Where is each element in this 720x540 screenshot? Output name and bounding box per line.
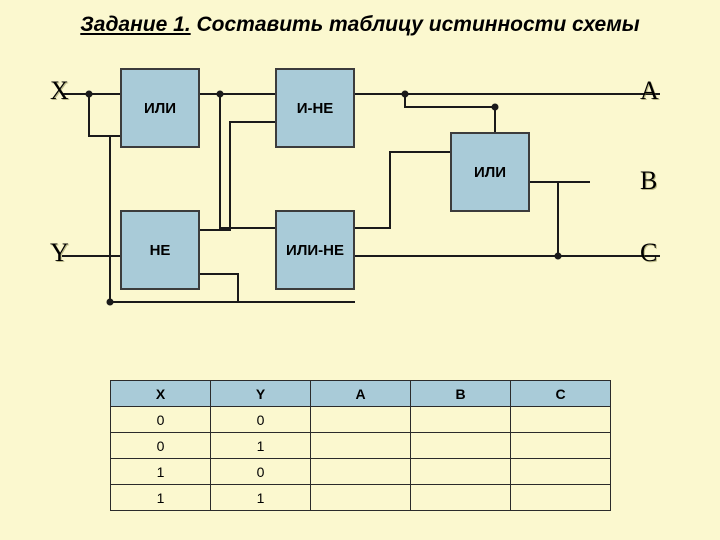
io-label-B: B (640, 166, 657, 196)
table-cell (311, 485, 411, 511)
table-cell: 1 (111, 459, 211, 485)
title-prefix: Задание 1. (80, 13, 190, 36)
title-rest: Составить таблицу истинности схемы (191, 13, 640, 36)
gate-or2: ИЛИ (450, 132, 530, 212)
junction-dot (217, 91, 224, 98)
page-title: Задание 1. Составить таблицу истинности … (0, 0, 720, 38)
table-cell: 0 (111, 433, 211, 459)
table-row: 11 (111, 485, 611, 511)
table-cell (311, 459, 411, 485)
table-cell (311, 407, 411, 433)
io-label-C: C (640, 238, 657, 268)
wire (89, 94, 120, 136)
table-cell (411, 433, 511, 459)
wire (355, 152, 450, 228)
wire (220, 94, 275, 228)
gate-nand1: И-НЕ (275, 68, 355, 148)
truth-table: XYABC 00011011 (110, 380, 611, 511)
table-cell: 0 (111, 407, 211, 433)
col-Y: Y (211, 381, 311, 407)
junction-dot (492, 104, 499, 111)
col-A: A (311, 381, 411, 407)
table-row: 10 (111, 459, 611, 485)
logic-diagram: ИЛИ НЕ И-НЕ ИЛИ-НЕ ИЛИ X Y A B C (50, 62, 670, 332)
junction-dot (555, 253, 562, 260)
gate-or1: ИЛИ (120, 68, 200, 148)
table-cell (411, 459, 511, 485)
wire (405, 94, 495, 132)
junction-dot (402, 91, 409, 98)
table-row: 01 (111, 433, 611, 459)
table-cell (311, 433, 411, 459)
table-row: 00 (111, 407, 611, 433)
io-label-X: X (50, 76, 69, 106)
table-header-row: XYABC (111, 381, 611, 407)
gate-not1: НЕ (120, 210, 200, 290)
col-C: C (511, 381, 611, 407)
gate-nor1: ИЛИ-НЕ (275, 210, 355, 290)
junction-dot (107, 299, 114, 306)
table-cell (411, 485, 511, 511)
wire (200, 122, 275, 230)
io-label-Y: Y (50, 238, 69, 268)
io-label-A: A (640, 76, 659, 106)
junction-dot (86, 91, 93, 98)
table-cell (511, 485, 611, 511)
table-cell: 1 (211, 485, 311, 511)
table-cell: 1 (111, 485, 211, 511)
table-cell (511, 433, 611, 459)
table-body: 00011011 (111, 407, 611, 511)
table-cell (511, 459, 611, 485)
table-cell: 0 (211, 407, 311, 433)
col-X: X (111, 381, 211, 407)
table-cell (411, 407, 511, 433)
col-B: B (411, 381, 511, 407)
table-cell (511, 407, 611, 433)
table-cell: 1 (211, 433, 311, 459)
table-cell: 0 (211, 459, 311, 485)
